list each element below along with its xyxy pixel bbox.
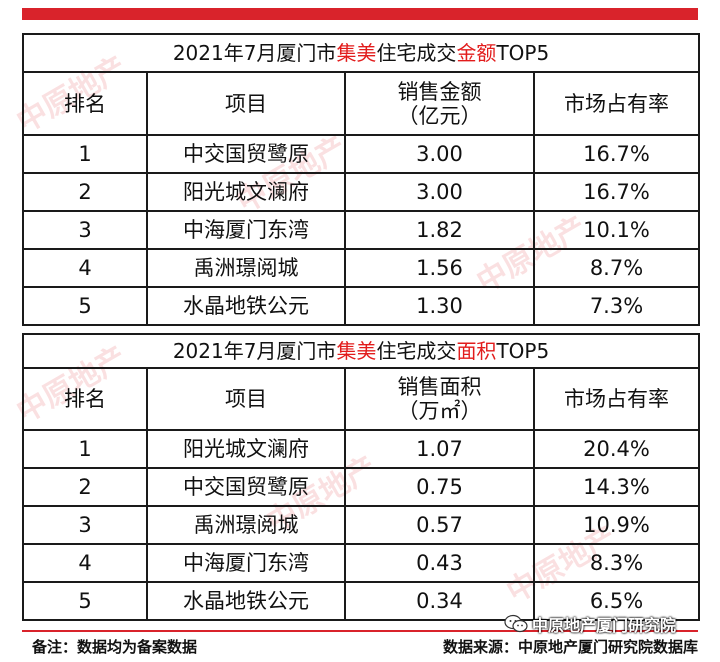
header-market-share: 市场占有率: [533, 367, 700, 431]
footer: 备注：数据均为备案数据 数据来源：中原地产厦门研究院数据库: [22, 632, 698, 658]
footnote-remark: 备注：数据均为备案数据: [32, 638, 198, 656]
bottom-red-rule: [22, 630, 698, 632]
table-title: 2021年7月厦门市集美住宅成交金额TOP5: [22, 33, 700, 73]
header-rank: 排名: [22, 367, 148, 431]
table-row: 5 水晶地铁公元 1.30 7.3%: [22, 286, 700, 326]
wechat-account-badge: 中原地产厦门研究院: [504, 612, 676, 636]
table-row: 4 中海厦门东湾 0.43 8.3%: [22, 543, 700, 583]
table-title: 2021年7月厦门市集美住宅成交面积TOP5: [22, 333, 700, 369]
top-red-bar: [22, 8, 698, 20]
highlight-text: 面积: [456, 339, 497, 363]
table-row: 2 中交国贸鹭原 0.75 14.3%: [22, 467, 700, 507]
wechat-icon: [504, 614, 528, 633]
sales-area-table: 2021年7月厦门市集美住宅成交面积TOP5 排名 项目 销售面积 （万㎡） 市场…: [22, 333, 700, 621]
header-sales-area: 销售面积 （万㎡）: [344, 367, 535, 431]
table-row: 4 禹洲璟阅城 1.56 8.7%: [22, 248, 700, 288]
table-row: 1 阳光城文澜府 1.07 20.4%: [22, 429, 700, 469]
header-rank: 排名: [22, 71, 148, 136]
table-row: 5 水晶地铁公元 0.34 6.5%: [22, 581, 700, 621]
highlight-text: 集美: [336, 339, 377, 363]
table-row: 1 中交国贸鹭原 3.00 16.7%: [22, 134, 700, 174]
header-row: 排名 项目 销售金额 （亿元） 市场占有率: [22, 71, 700, 136]
header-project: 项目: [146, 71, 346, 136]
footnote-source: 数据来源：中原地产厦门研究院数据库: [442, 638, 698, 656]
sales-amount-table: 2021年7月厦门市集美住宅成交金额TOP5 排名 项目 销售金额 （亿元） 市场…: [22, 33, 700, 326]
table-title-row: 2021年7月厦门市集美住宅成交面积TOP5: [22, 333, 700, 369]
table-title-row: 2021年7月厦门市集美住宅成交金额TOP5: [22, 33, 700, 73]
highlight-text: 金额: [456, 41, 497, 65]
table-row: 3 禹洲璟阅城 0.57 10.9%: [22, 505, 700, 545]
table-row: 3 中海厦门东湾 1.82 10.1%: [22, 210, 700, 250]
table-row: 2 阳光城文澜府 3.00 16.7%: [22, 172, 700, 212]
header-market-share: 市场占有率: [533, 71, 700, 136]
wechat-account-name: 中原地产厦门研究院: [532, 616, 677, 635]
header-project: 项目: [146, 367, 346, 431]
header-sales-amount: 销售金额 （亿元）: [344, 71, 535, 136]
highlight-text: 集美: [336, 41, 377, 65]
header-row: 排名 项目 销售面积 （万㎡） 市场占有率: [22, 367, 700, 431]
